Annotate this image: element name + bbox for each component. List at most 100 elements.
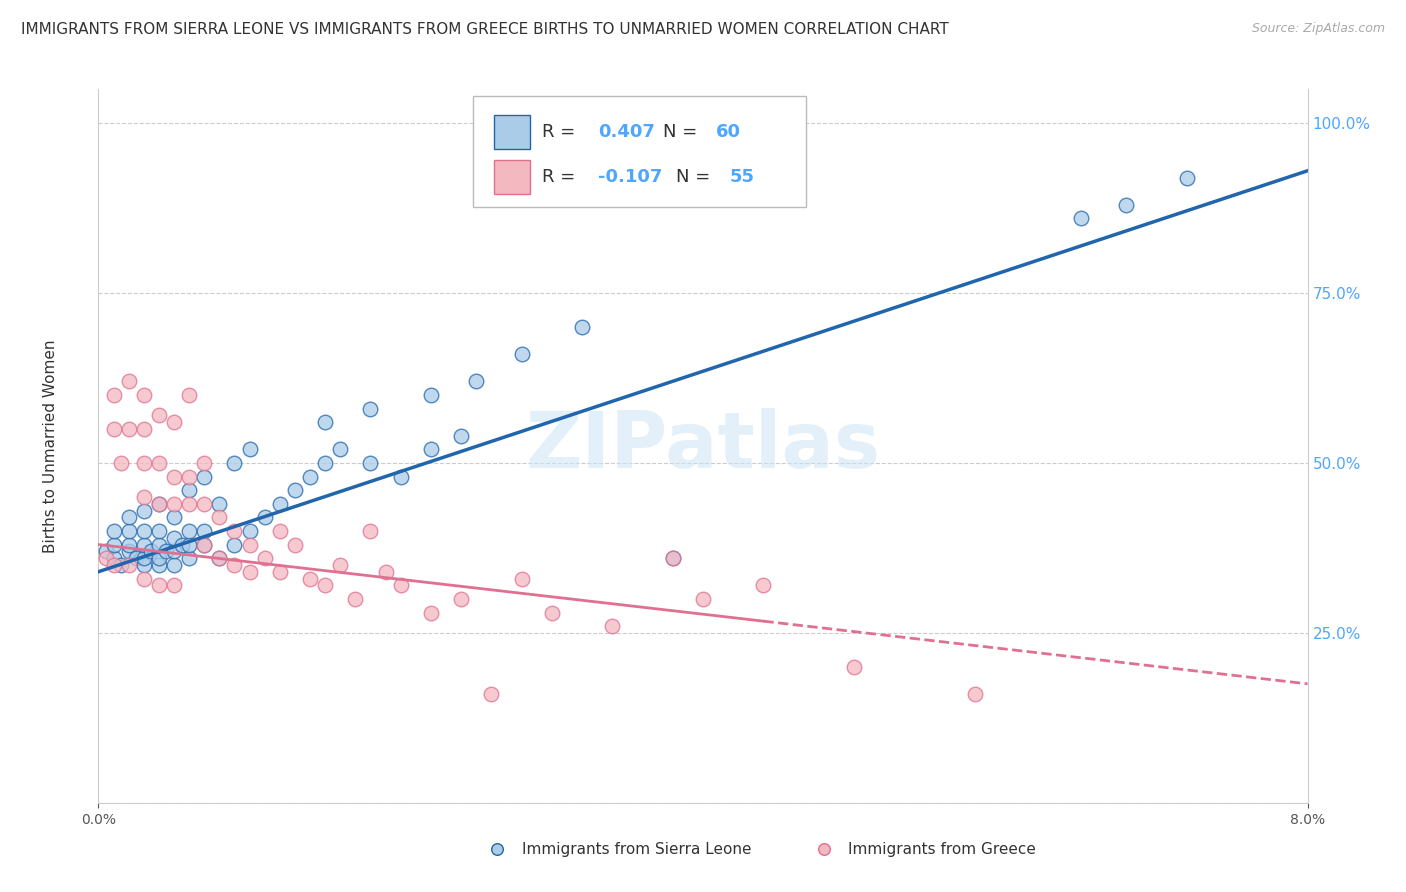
Point bbox=[163, 544, 186, 558]
Point bbox=[329, 442, 352, 457]
Point bbox=[510, 347, 533, 361]
Point bbox=[163, 510, 186, 524]
Point bbox=[692, 591, 714, 606]
Text: ZIPatlas: ZIPatlas bbox=[526, 408, 880, 484]
FancyBboxPatch shape bbox=[474, 96, 806, 207]
Point bbox=[148, 551, 170, 566]
Point bbox=[103, 558, 125, 572]
Point bbox=[193, 537, 215, 551]
Point bbox=[103, 524, 125, 538]
Point bbox=[360, 456, 382, 470]
Point bbox=[163, 531, 186, 545]
Text: -0.107: -0.107 bbox=[598, 168, 662, 186]
Point bbox=[661, 551, 683, 566]
Point bbox=[314, 415, 336, 429]
Point bbox=[208, 551, 231, 566]
Point bbox=[314, 578, 336, 592]
Point bbox=[110, 558, 132, 572]
Point bbox=[179, 483, 201, 498]
Point bbox=[284, 537, 307, 551]
Point bbox=[94, 544, 117, 558]
Point bbox=[239, 524, 262, 538]
Point bbox=[299, 572, 322, 586]
Point bbox=[360, 401, 382, 416]
Point bbox=[148, 537, 170, 551]
Text: 0.407: 0.407 bbox=[598, 123, 655, 141]
Point bbox=[103, 537, 125, 551]
Point bbox=[481, 687, 503, 701]
Point bbox=[179, 388, 201, 402]
Point bbox=[844, 660, 866, 674]
Point bbox=[374, 565, 396, 579]
Point bbox=[148, 524, 170, 538]
Point bbox=[118, 375, 141, 389]
Point bbox=[420, 388, 443, 402]
Point bbox=[132, 422, 155, 436]
Text: 55: 55 bbox=[730, 168, 755, 186]
Point bbox=[208, 510, 231, 524]
Point bbox=[148, 409, 170, 423]
Point bbox=[132, 524, 155, 538]
Point bbox=[125, 551, 148, 566]
Point bbox=[224, 456, 246, 470]
Point bbox=[148, 456, 170, 470]
Point bbox=[1115, 198, 1137, 212]
Point bbox=[132, 503, 155, 517]
Point bbox=[193, 456, 215, 470]
Point bbox=[1070, 211, 1092, 226]
Point bbox=[179, 524, 201, 538]
Point bbox=[179, 537, 201, 551]
Point bbox=[132, 558, 155, 572]
Point bbox=[965, 687, 987, 701]
Point bbox=[540, 606, 562, 620]
Point bbox=[132, 551, 155, 566]
Point bbox=[118, 537, 141, 551]
Point bbox=[179, 497, 201, 511]
Point bbox=[103, 551, 125, 566]
Point bbox=[360, 524, 382, 538]
Point bbox=[193, 524, 215, 538]
Point bbox=[602, 619, 624, 633]
Point bbox=[193, 497, 215, 511]
Point bbox=[170, 537, 193, 551]
Point bbox=[752, 578, 775, 592]
Point bbox=[253, 510, 276, 524]
Point bbox=[450, 591, 472, 606]
Point bbox=[94, 551, 117, 566]
Point bbox=[163, 578, 186, 592]
Text: Immigrants from Sierra Leone: Immigrants from Sierra Leone bbox=[522, 842, 751, 856]
Text: Source: ZipAtlas.com: Source: ZipAtlas.com bbox=[1251, 22, 1385, 36]
Point bbox=[1175, 170, 1198, 185]
Point bbox=[132, 456, 155, 470]
Point bbox=[510, 572, 533, 586]
Text: R =: R = bbox=[543, 123, 581, 141]
Point bbox=[163, 415, 186, 429]
Point bbox=[465, 375, 488, 389]
Point bbox=[224, 558, 246, 572]
Point bbox=[284, 483, 307, 498]
Point bbox=[148, 558, 170, 572]
FancyBboxPatch shape bbox=[494, 115, 530, 149]
Point bbox=[118, 422, 141, 436]
Point bbox=[208, 497, 231, 511]
Point bbox=[208, 551, 231, 566]
Point bbox=[118, 510, 141, 524]
Point bbox=[661, 551, 683, 566]
Point bbox=[389, 578, 412, 592]
Point bbox=[110, 456, 132, 470]
Point bbox=[253, 551, 276, 566]
Text: IMMIGRANTS FROM SIERRA LEONE VS IMMIGRANTS FROM GREECE BIRTHS TO UNMARRIED WOMEN: IMMIGRANTS FROM SIERRA LEONE VS IMMIGRAN… bbox=[21, 22, 949, 37]
Point bbox=[224, 537, 246, 551]
Point bbox=[163, 497, 186, 511]
Point bbox=[132, 388, 155, 402]
Text: R =: R = bbox=[543, 168, 581, 186]
Point bbox=[344, 591, 367, 606]
Point bbox=[314, 456, 336, 470]
Point bbox=[163, 469, 186, 483]
Point bbox=[132, 572, 155, 586]
Point bbox=[132, 537, 155, 551]
Point bbox=[148, 578, 170, 592]
Text: 60: 60 bbox=[716, 123, 741, 141]
Text: N =: N = bbox=[664, 123, 703, 141]
Point bbox=[389, 469, 412, 483]
